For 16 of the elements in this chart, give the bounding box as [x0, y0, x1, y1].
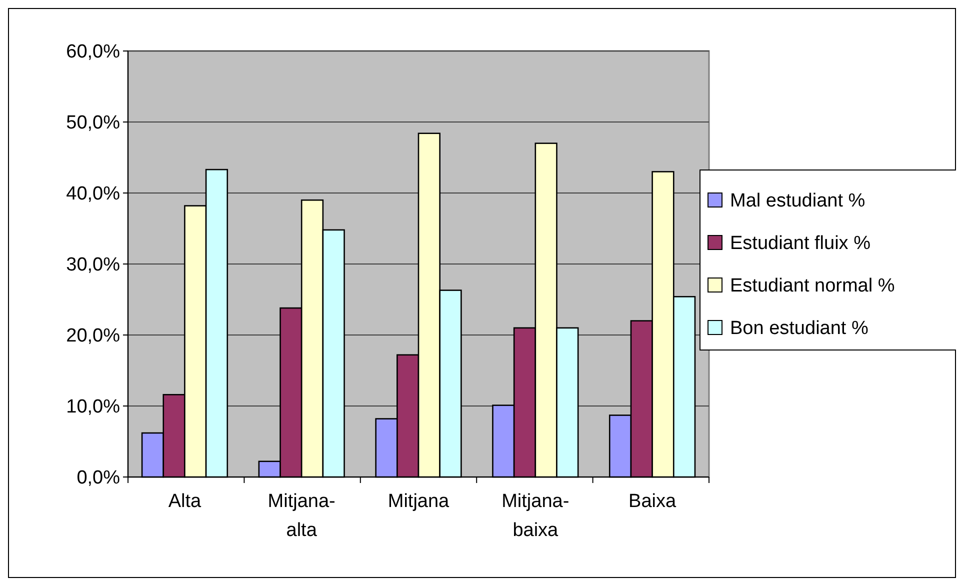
legend-label: Estudiant normal % [730, 276, 895, 297]
legend-label: Mal estudiant % [730, 190, 866, 212]
x-tick-label: Alta [168, 491, 202, 512]
y-tick-label: 20,0% [66, 326, 120, 347]
x-tick-label: Mitjana-baixa [502, 491, 570, 541]
legend-label: Estudiant fluix % [730, 233, 871, 254]
x-tick-label: Baixa [628, 491, 676, 512]
y-tick-label: 0,0% [76, 468, 120, 489]
y-tick-label: 60,0% [66, 42, 120, 63]
x-tick-label: Mitjana-alta [268, 491, 336, 541]
y-tick-label: 50,0% [66, 112, 120, 134]
x-tick-label: Mitjana [388, 491, 450, 512]
legend-label: Bon estudiant % [730, 318, 868, 340]
y-tick-label: 30,0% [66, 254, 120, 276]
y-tick-label: 10,0% [66, 396, 120, 418]
y-tick-label: 40,0% [66, 184, 120, 205]
